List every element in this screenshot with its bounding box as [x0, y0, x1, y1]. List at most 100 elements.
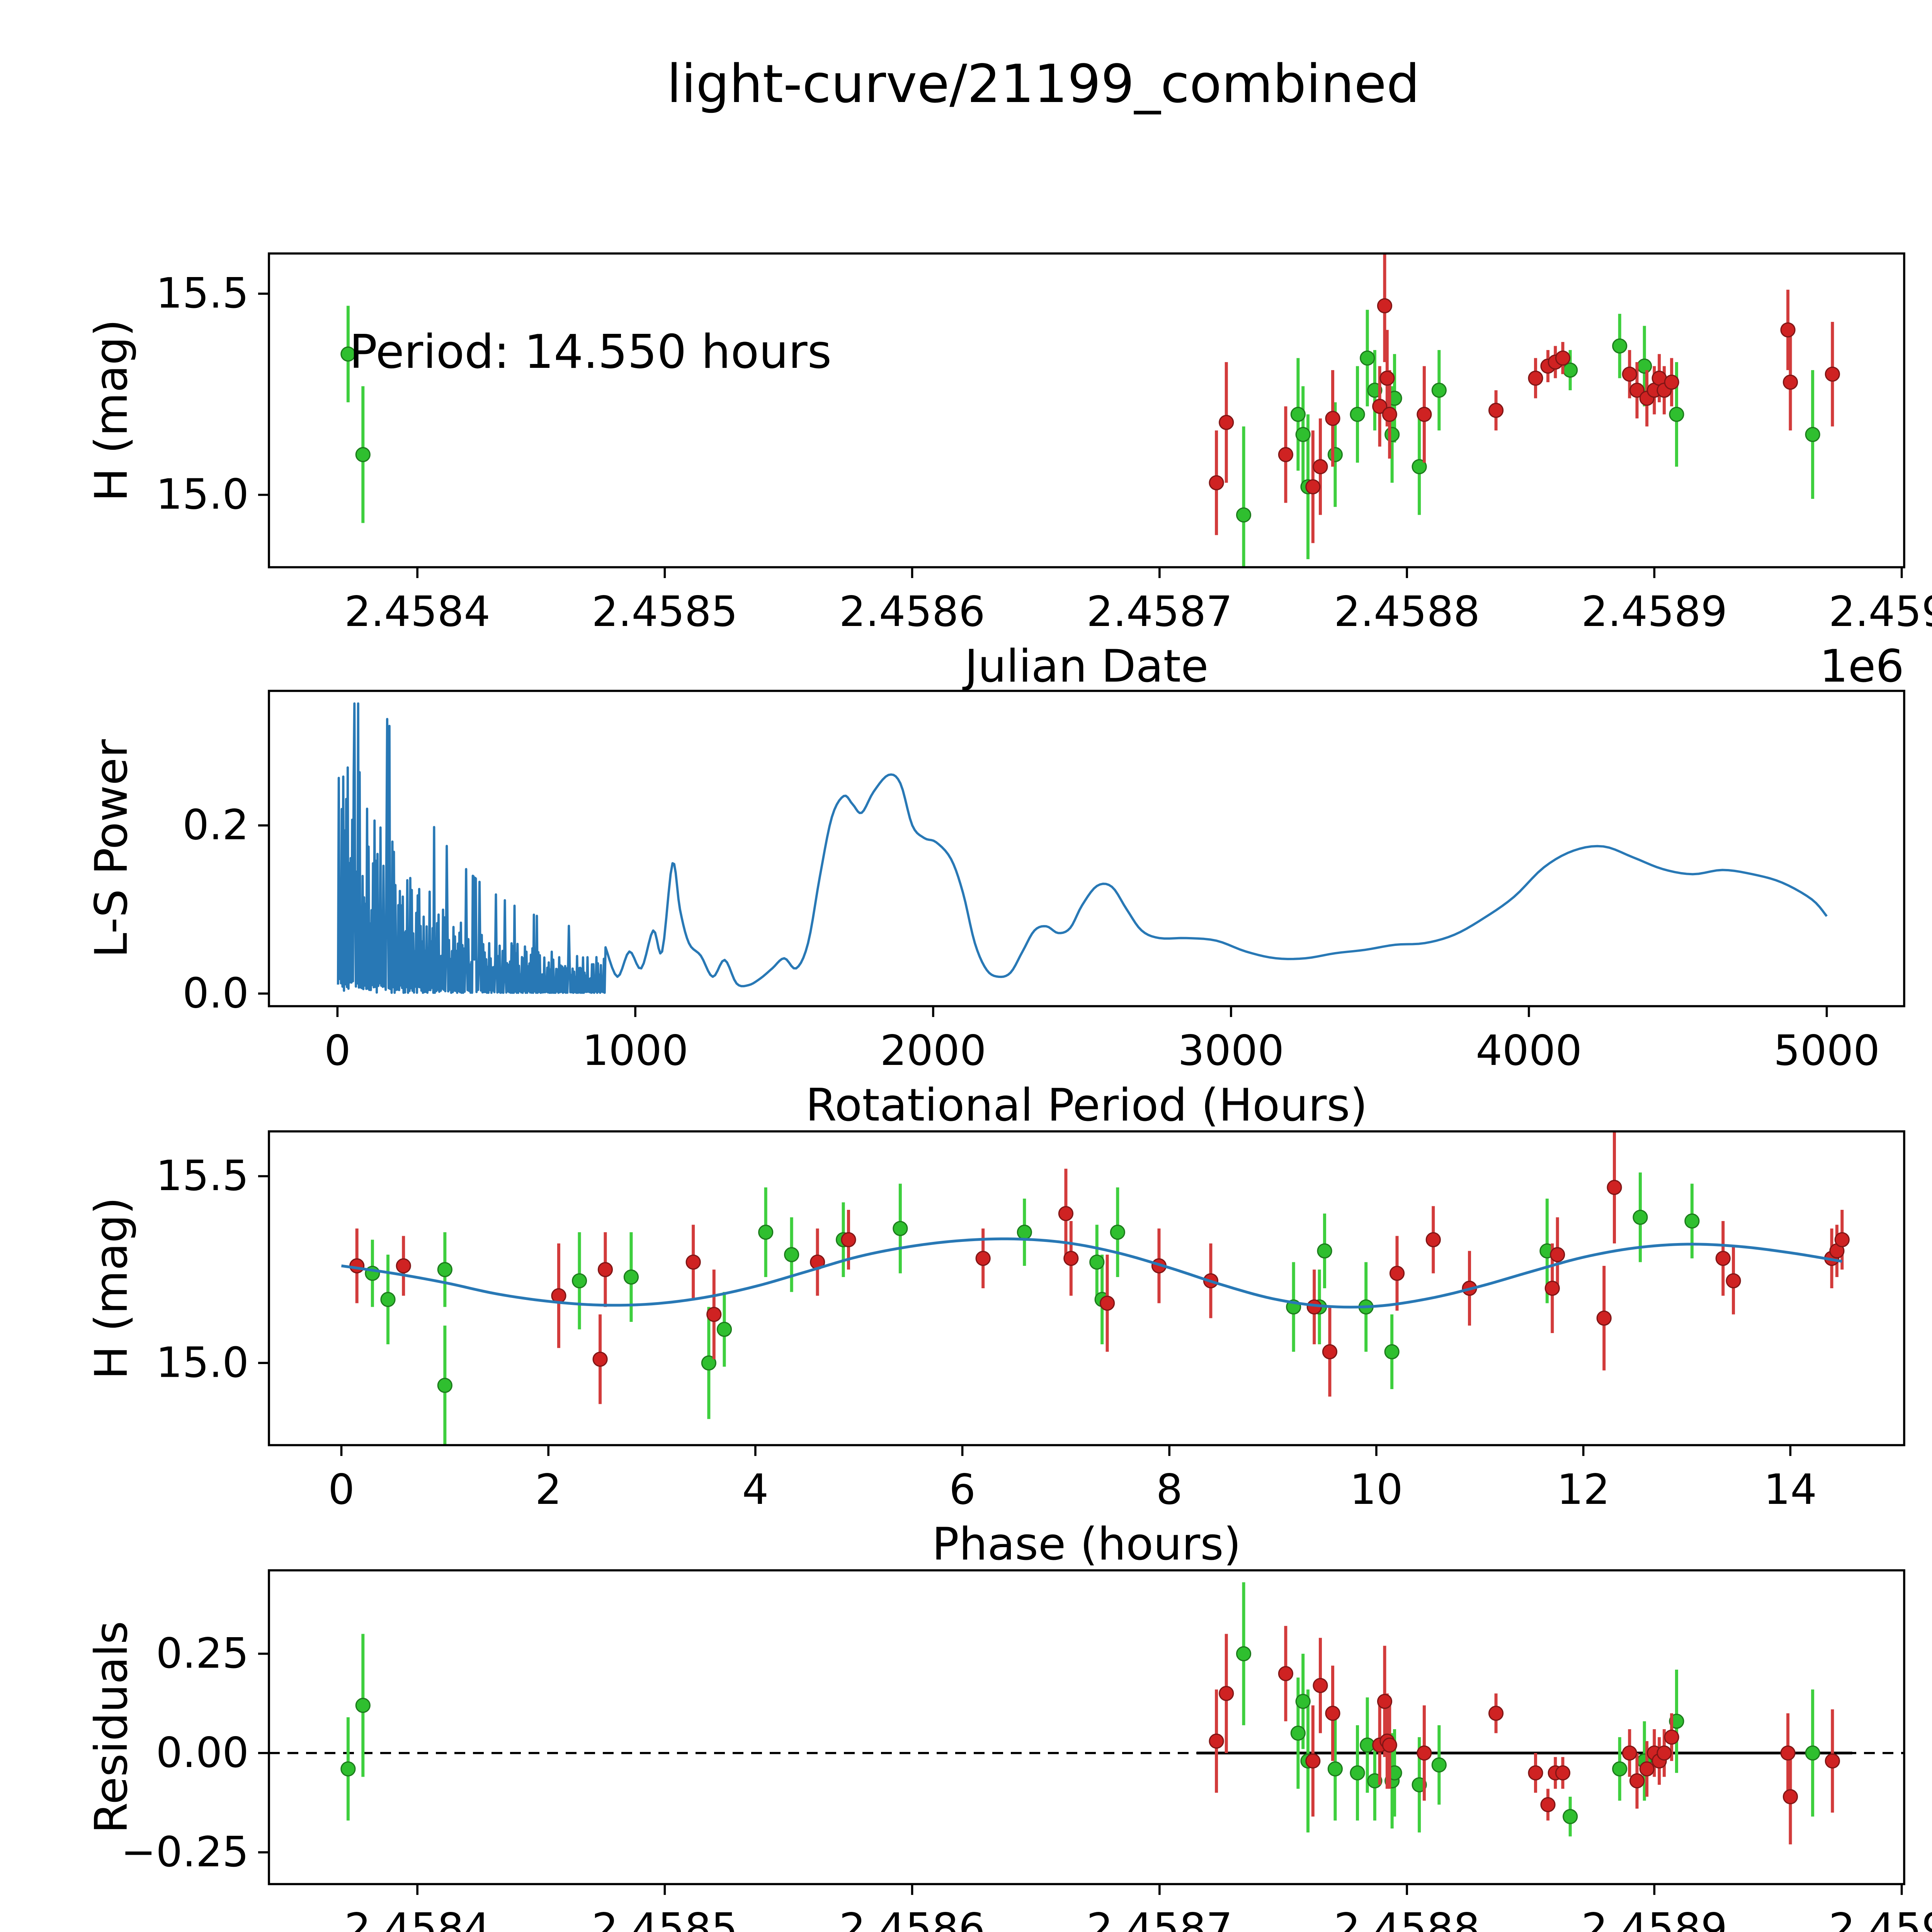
series-green: [365, 1172, 1700, 1445]
figure-title: light-curve/21199_combined: [667, 54, 1420, 115]
x-tick-label: 2.4588: [1334, 588, 1480, 636]
data-point-red: [1607, 1180, 1622, 1195]
y-axis-label: Residuals: [85, 1621, 138, 1833]
x-tick-label: 2.4589: [1581, 588, 1727, 636]
x-tick-label: 2.4585: [592, 1905, 738, 1932]
data-point-green: [340, 1761, 356, 1777]
data-point-green: [1110, 1225, 1125, 1240]
y-axis-label: H (mag): [85, 1197, 138, 1379]
data-point-green: [1412, 459, 1427, 474]
data-point-green: [1637, 358, 1652, 374]
data-point-red: [1825, 1753, 1840, 1769]
data-point-red: [1540, 1797, 1556, 1813]
data-point-green: [1805, 427, 1820, 442]
data-point-green: [1290, 406, 1306, 422]
periodogram-line: [337, 702, 1828, 994]
data-point-red: [1379, 371, 1395, 386]
data-point-red: [1063, 1251, 1079, 1266]
data-point-red: [1372, 398, 1388, 414]
data-point-red: [1528, 1765, 1543, 1781]
data-point-red: [1389, 1265, 1405, 1281]
data-point-red: [1596, 1310, 1612, 1326]
data-point-green: [1633, 1209, 1648, 1225]
data-point-green: [1017, 1225, 1032, 1240]
data-point-red: [1313, 1678, 1328, 1693]
x-tick-label: 2000: [880, 1027, 986, 1075]
data-point-red: [1377, 298, 1393, 313]
x-tick-label: 2.4587: [1087, 1905, 1233, 1932]
axes-frame: [268, 1130, 1905, 1446]
y-axis-label: H (mag): [85, 319, 138, 502]
data-point-red: [685, 1254, 701, 1270]
data-point-red: [1417, 406, 1432, 422]
data-point-red: [349, 1258, 365, 1274]
data-point-red: [1209, 1733, 1224, 1749]
data-point-red: [1322, 1344, 1338, 1359]
y-tick-label: 15.0: [156, 1338, 249, 1387]
data-point-red: [1715, 1251, 1731, 1266]
data-point-green: [1350, 406, 1365, 422]
data-point-green: [380, 1292, 396, 1307]
y-tick-label: 15.5: [156, 1152, 249, 1200]
y-axis-label: L-S Power: [85, 739, 138, 958]
data-point-red: [1209, 475, 1224, 490]
period-annotation: Period: 14.550 hours: [349, 325, 832, 379]
data-point-red: [396, 1258, 411, 1274]
y-tick-label: 0.2: [182, 801, 249, 849]
data-point-green: [437, 1262, 452, 1277]
y-tick-label: 0.25: [156, 1629, 249, 1678]
data-point-green: [1290, 1725, 1306, 1741]
panel-lightcurve: Period: 14.550 hours 2.4584 2.4585 2.4586 2.…: [85, 252, 1932, 692]
x-tick-label: 2.4590: [1829, 1905, 1932, 1932]
data-point-red: [1219, 415, 1234, 430]
data-point-red: [1664, 374, 1679, 390]
data-point-red: [1555, 350, 1571, 366]
x-axis-label: Rotational Period (Hours): [806, 1079, 1367, 1131]
data-point-green: [1236, 1646, 1252, 1662]
data-point-green: [1563, 362, 1578, 378]
data-point-red: [1305, 1753, 1321, 1769]
data-point-red: [1780, 1745, 1796, 1761]
data-point-green: [758, 1225, 774, 1240]
data-point-red: [1417, 1745, 1432, 1761]
data-point-green: [355, 1697, 371, 1713]
data-point-green: [1563, 1809, 1578, 1824]
data-point-red: [1629, 383, 1645, 398]
x-tick-label: 4: [742, 1466, 769, 1514]
series-red: [1209, 253, 1840, 543]
data-point-green: [716, 1321, 732, 1337]
data-point-red: [841, 1232, 856, 1247]
data-point-red: [1782, 374, 1798, 390]
x-tick-label: 2.4590: [1829, 588, 1932, 636]
data-point-green: [1317, 1243, 1332, 1259]
data-point-green: [1384, 427, 1400, 442]
x-tick-label: 12: [1557, 1466, 1610, 1514]
y-tick-label: 15.5: [156, 269, 249, 318]
data-point-red: [1555, 1765, 1571, 1781]
fit-curve-line: [341, 1237, 1842, 1309]
data-point-green: [1236, 507, 1252, 523]
data-point-green: [1669, 406, 1684, 422]
x-tick-label: 2.4585: [592, 588, 738, 636]
data-point-red: [1544, 1281, 1560, 1296]
x-tick-label: 2.4584: [344, 588, 490, 636]
data-point-red: [1325, 411, 1340, 426]
x-tick-label: 10: [1350, 1466, 1403, 1514]
data-point-red: [1825, 366, 1840, 382]
data-point-green: [1327, 1761, 1343, 1777]
panel-periodogram: 0 1000 2000 3000 4000 5000 0.0 0.2 Rotational Pe…: [85, 690, 1905, 1131]
data-point-red: [1726, 1273, 1741, 1289]
data-point-red: [1219, 1686, 1234, 1701]
data-point-green: [571, 1273, 587, 1289]
x-tick-label: 0: [328, 1466, 355, 1514]
x-tick-label: 14: [1764, 1466, 1817, 1514]
data-point-green: [1431, 383, 1447, 398]
data-point-red: [1782, 1789, 1798, 1804]
data-point-green: [1350, 1765, 1365, 1781]
data-point-red: [1313, 459, 1328, 474]
data-point-green: [1327, 447, 1343, 463]
x-tick-label: 1000: [582, 1027, 689, 1075]
data-point-red: [1488, 1706, 1504, 1721]
data-point-green: [893, 1221, 908, 1236]
